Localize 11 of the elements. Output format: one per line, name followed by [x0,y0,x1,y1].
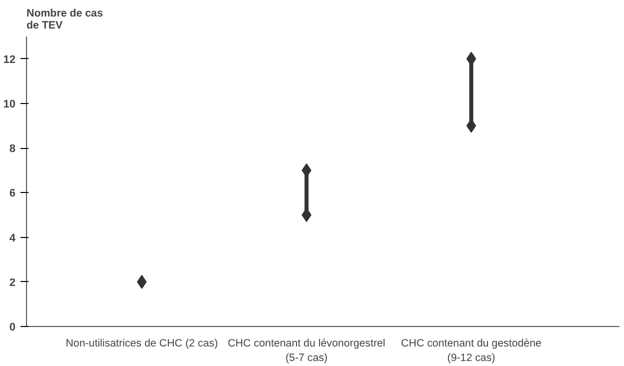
x-tick-label: CHC contenant du lévonorgestrel (5-7 cas) [228,338,386,364]
y-tick-label: 8 [9,143,16,156]
y-tick-label: 4 [9,232,16,244]
y-axis-title: Nombre de cas de TEV [26,8,103,32]
y-tick-label: 12 [3,54,16,66]
y-tick-label: 0 [9,322,16,334]
y-tick-label: 10 [3,98,16,110]
y-tick-label: 6 [9,188,16,200]
x-tick-label: CHC contenant du gestodène (9-12 cas) [401,338,542,364]
y-tick-label: 2 [9,276,16,289]
x-tick-label: Non-utilisatrices de CHC (2 cas) [66,338,218,350]
